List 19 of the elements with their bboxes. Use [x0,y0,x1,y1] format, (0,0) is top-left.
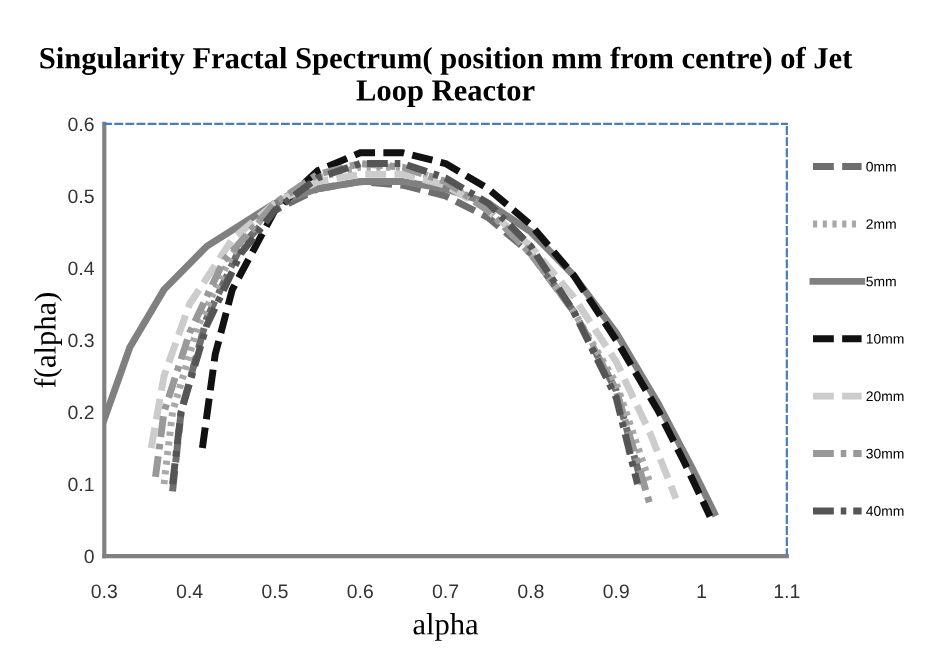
x-tick-label: 0.8 [518,584,544,599]
x-tick-label: 0.9 [603,584,629,599]
y-tick-label: 0.2 [68,405,94,420]
y-tick-label: 0.4 [68,261,94,276]
chart-title: Singularity Fractal Spectrum( position mm from centre) of Jet Loop Reactor [40,46,853,107]
x-tick-label: 0.6 [347,584,373,599]
y-tick-label: 0.5 [68,189,94,204]
x-tick-label: 1.1 [774,584,800,598]
y-tick-label: 0 [84,549,94,564]
x-tick-label: 0.5 [262,584,288,599]
x-axis-title: alpha [413,613,479,641]
x-tick-label: 0.4 [176,584,203,599]
y-axis-title: f(alpha) [33,293,62,388]
y-tick-label: 0.3 [68,333,94,348]
x-tick-label: 0.7 [432,584,459,599]
y-tick-label: 0.6 [68,117,94,132]
x-tick-label: 1 [697,584,706,598]
y-tick-label: 0.1 [68,477,94,492]
x-tick-label: 0.3 [91,584,117,599]
